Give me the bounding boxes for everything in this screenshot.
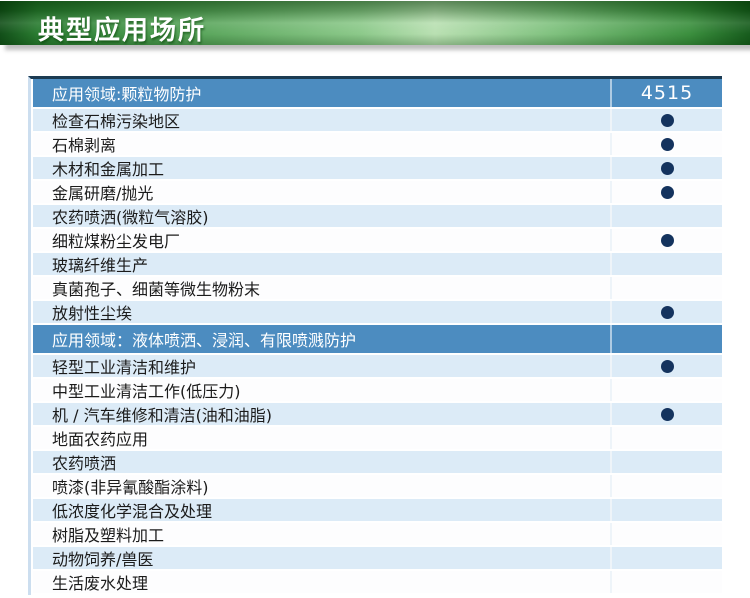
row-label: 农药喷洒(微粒气溶胶) [52,208,209,227]
row-label: 木材和金属加工 [52,160,165,179]
dot-cell [610,355,722,377]
table-row: 轻型工业清洁和维护 [33,355,722,379]
dot-cell [610,379,722,401]
table-row: 金属研磨/抛光 [33,181,722,205]
row-label: 喷漆(非异氰酸酯涂料) [52,478,209,497]
row-label: 真菌孢子、细菌等微生物粉末 [52,280,261,299]
table-row: 放射性尘埃 [33,301,722,325]
applicable-dot-icon [660,407,674,421]
row-label: 金属研磨/抛光 [52,184,154,203]
dot-cell [610,109,722,131]
dot-cell [610,229,722,251]
page-title: 典型应用场所 [38,16,207,46]
dot-cell [610,181,722,203]
section-header-row: 应用领域:颗粒物防护 4515 [33,79,722,109]
dot-cell [610,475,722,497]
dot-cell [610,403,722,425]
dot-cell [610,427,722,449]
applicable-dot-icon [660,305,674,319]
applicable-dot-icon [660,359,674,373]
row-label: 检查石棉污染地区 [52,112,181,131]
row-label: 地面农药应用 [52,430,149,449]
applicable-dot-icon [660,137,674,151]
applicable-dot-icon [660,113,674,127]
dot-cell [610,253,722,275]
table-row: 喷漆(非异氰酸酯涂料) [33,475,722,499]
table-row: 石棉剥离 [33,133,722,157]
table-row: 生活废水处理 [33,571,722,595]
dot-cell [610,451,722,473]
table-row: 树脂及塑料加工 [33,523,722,547]
row-label: 轻型工业清洁和维护 [52,358,197,377]
table-row: 木材和金属加工 [33,157,722,181]
section-title-banner: 典型应用场所 [0,1,750,46]
dot-cell [610,301,722,323]
table-row: 中型工业清洁工作(低压力) [33,379,722,403]
dot-cell [610,157,722,179]
row-label: 中型工业清洁工作(低压力) [52,382,241,401]
dot-cell [610,133,722,155]
applicable-dot-icon [660,233,674,247]
product-model-label: 4515 [640,82,694,104]
table-row: 玻璃纤维生产 [33,253,722,277]
row-label: 树脂及塑料加工 [52,526,165,545]
row-label: 玻璃纤维生产 [52,256,149,275]
row-label: 石棉剥离 [52,136,117,155]
table-row: 地面农药应用 [33,427,722,451]
row-label: 细粒煤粉尘发电厂 [52,232,181,251]
dot-cell [610,523,722,545]
dot-cell [610,277,722,299]
dot-cell [610,205,722,227]
applicable-dot-icon [660,161,674,175]
application-table: 应用领域:颗粒物防护 4515 检查石棉污染地区 石棉剥离 木材和金属加工 金属… [28,76,722,595]
section-header-label: 应用领域：液体喷洒、浸润、有限喷溅防护 [52,331,357,350]
dot-cell [610,499,722,521]
row-label: 低浓度化学混合及处理 [52,502,213,521]
product-model-cell: 4515 [610,79,722,107]
row-label: 放射性尘埃 [52,304,133,323]
table-row: 机 / 汽车维修和清洁(油和油脂) [33,403,722,427]
table-row: 动物饲养/兽医 [33,547,722,571]
table-row: 农药喷洒(微粒气溶胶) [33,205,722,229]
table-row: 真菌孢子、细菌等微生物粉末 [33,277,722,301]
row-label: 动物饲养/兽医 [52,550,154,569]
section-header-row: 应用领域：液体喷洒、浸润、有限喷溅防护 [33,325,722,355]
section-header-label: 应用领域:颗粒物防护 [52,85,202,104]
dot-cell [610,571,722,593]
table-row: 检查石棉污染地区 [33,109,722,133]
table-row: 低浓度化学混合及处理 [33,499,722,523]
dot-cell [610,547,722,569]
table-row: 细粒煤粉尘发电厂 [33,229,722,253]
row-label: 机 / 汽车维修和清洁(油和油脂) [52,406,273,425]
row-label: 农药喷洒 [52,454,117,473]
product-model-cell [610,325,722,353]
table-row: 农药喷洒 [33,451,722,475]
applicable-dot-icon [660,185,674,199]
row-label: 生活废水处理 [52,574,149,593]
